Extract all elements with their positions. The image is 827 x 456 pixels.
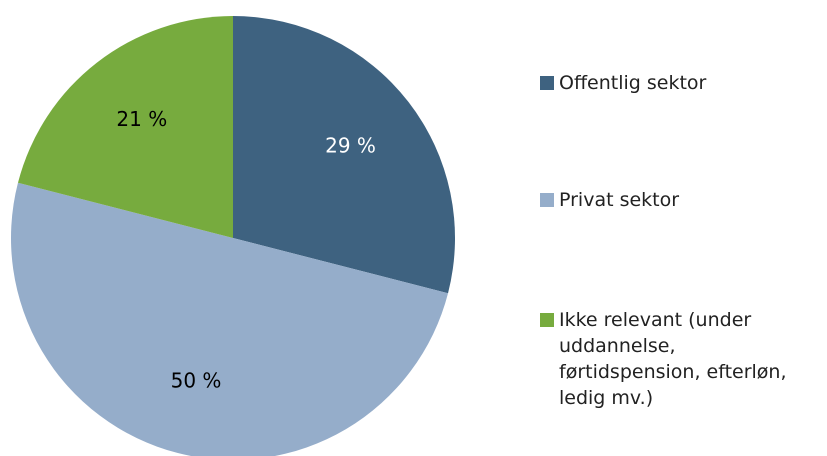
legend-swatch	[540, 76, 554, 90]
legend-swatch	[540, 193, 554, 207]
legend-entry: Privat sektor	[540, 187, 815, 213]
pie-slice	[233, 16, 455, 294]
pie-slice	[17, 16, 234, 238]
legend-label: Offentlig sektor	[559, 72, 707, 94]
data-label: 21 %	[116, 107, 167, 131]
legend-label: Ikke relevant (under uddannelse, førtids…	[559, 309, 787, 409]
pie-slice	[11, 182, 449, 456]
legend-entry: Ikke relevant (under uddannelse, førtids…	[540, 307, 815, 411]
data-label: 50 %	[171, 369, 222, 393]
legend-entry: Offentlig sektor	[540, 70, 815, 96]
legend-label: Privat sektor	[559, 189, 680, 211]
data-label: 29 %	[325, 133, 376, 157]
legend-swatch	[540, 313, 554, 327]
